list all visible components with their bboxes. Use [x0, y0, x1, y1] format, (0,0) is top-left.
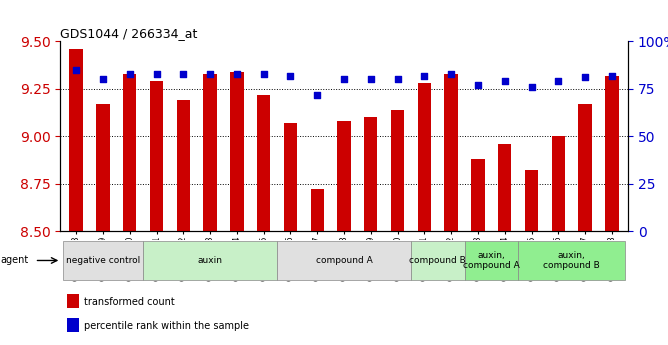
Bar: [257, 95, 271, 231]
Text: percentile rank within the sample: percentile rank within the sample: [84, 321, 248, 331]
Bar: [67, 318, 79, 332]
Text: auxin,
compound B: auxin, compound B: [543, 251, 600, 270]
Point: [607, 73, 617, 78]
Bar: [605, 76, 619, 231]
Bar: [471, 159, 484, 231]
Bar: [518, 240, 625, 280]
Point: [312, 92, 323, 97]
Text: compound A: compound A: [316, 256, 372, 265]
Text: GDS1044 / 266334_at: GDS1044 / 266334_at: [60, 27, 198, 40]
Bar: [578, 104, 592, 231]
Bar: [552, 136, 565, 231]
Point: [205, 71, 216, 77]
Point: [178, 71, 188, 77]
Bar: [525, 170, 538, 231]
Bar: [150, 81, 163, 231]
Bar: [69, 49, 83, 231]
Bar: [464, 240, 518, 280]
Bar: [311, 189, 324, 231]
Bar: [391, 110, 404, 231]
Point: [151, 71, 162, 77]
Text: transformed count: transformed count: [84, 297, 174, 307]
Point: [365, 77, 376, 82]
Bar: [67, 294, 79, 308]
Text: auxin,
compound A: auxin, compound A: [463, 251, 520, 270]
Bar: [143, 240, 277, 280]
Point: [98, 77, 108, 82]
Bar: [337, 121, 351, 231]
Bar: [204, 74, 217, 231]
Bar: [277, 240, 411, 280]
Point: [553, 79, 564, 84]
Point: [124, 71, 135, 77]
Point: [339, 77, 349, 82]
Text: auxin: auxin: [198, 256, 222, 265]
Bar: [284, 123, 297, 231]
Bar: [176, 100, 190, 231]
Point: [446, 71, 456, 77]
Point: [392, 77, 403, 82]
Bar: [63, 240, 143, 280]
Text: agent: agent: [1, 256, 29, 265]
Point: [232, 71, 242, 77]
Point: [259, 71, 269, 77]
Point: [580, 75, 591, 80]
Bar: [364, 117, 377, 231]
Bar: [444, 74, 458, 231]
Bar: [418, 83, 431, 231]
Point: [472, 82, 483, 88]
Point: [285, 73, 296, 78]
Point: [419, 73, 430, 78]
Point: [526, 84, 537, 90]
Text: compound B: compound B: [409, 256, 466, 265]
Bar: [96, 104, 110, 231]
Point: [500, 79, 510, 84]
Bar: [411, 240, 464, 280]
Bar: [498, 144, 512, 231]
Point: [71, 67, 81, 73]
Text: negative control: negative control: [66, 256, 140, 265]
Bar: [123, 74, 136, 231]
Bar: [230, 72, 244, 231]
